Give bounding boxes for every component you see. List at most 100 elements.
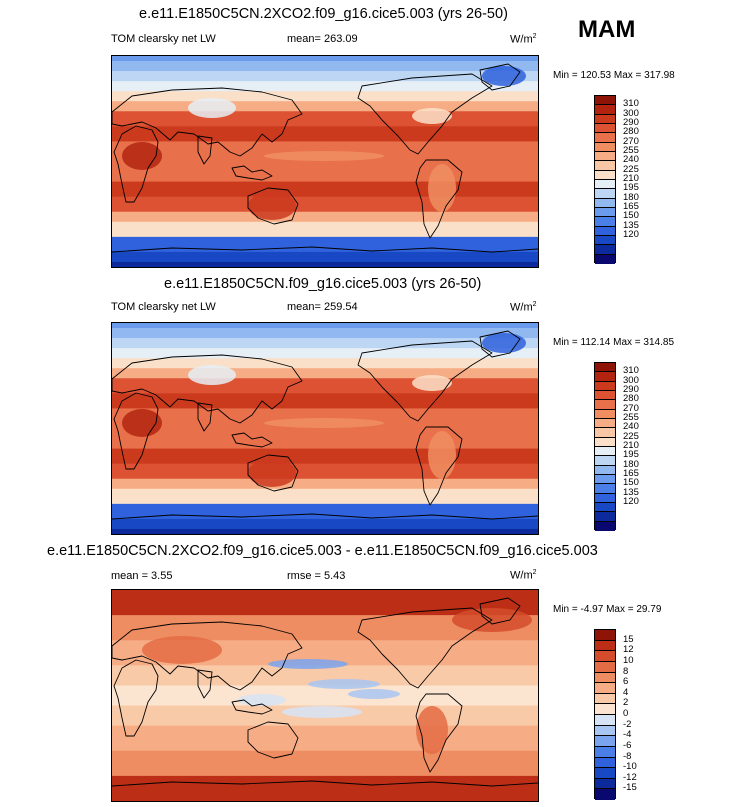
colorbar-swatch <box>595 630 615 641</box>
coastline <box>231 165 273 181</box>
panel3-title: e.e11.E1850C5CN.2XCO2.f09_g16.cice5.003 … <box>47 543 598 559</box>
coastline <box>231 432 273 448</box>
panel1-minmax: Min = 120.53 Max = 317.98 <box>553 70 675 81</box>
colorbar-swatch <box>595 746 615 758</box>
colorbar-swatch <box>595 418 615 429</box>
colorbar-swatch <box>595 133 615 143</box>
field-band <box>112 630 538 636</box>
panel2-map <box>111 322 539 535</box>
colorbar-tick-label: 150 <box>623 477 639 489</box>
colorbar-swatch <box>595 704 615 715</box>
field-band <box>112 328 538 334</box>
panel1-mean-label: mean= 263.09 <box>287 33 358 45</box>
field-feature <box>188 365 236 385</box>
colorbar-swatch <box>595 151 615 162</box>
colorbar-tick-label: 240 <box>623 421 639 433</box>
colorbar-swatch <box>595 672 615 684</box>
field-band <box>112 620 538 626</box>
panel3-map <box>111 589 539 802</box>
field-feature <box>264 418 384 428</box>
colorbar-tick-label: -6 <box>623 739 632 751</box>
field-band <box>112 770 538 777</box>
field-band <box>112 655 538 661</box>
colorbar-swatch <box>595 409 615 419</box>
field-band <box>112 241 538 248</box>
coastline <box>197 402 213 432</box>
field-band <box>112 700 538 707</box>
field-band <box>112 595 538 601</box>
colorbar-swatch <box>595 198 615 208</box>
field-band <box>112 231 538 238</box>
field-band <box>112 348 538 354</box>
field-band <box>112 323 538 329</box>
coastline <box>357 340 493 422</box>
field-band <box>112 383 538 389</box>
colorbar-tick-label: 4 <box>623 686 629 698</box>
colorbar-tick-label: -12 <box>623 771 637 783</box>
field-band <box>112 745 538 752</box>
colorbar-swatch <box>595 512 615 522</box>
coastline <box>415 693 463 773</box>
colorbar-swatch <box>595 105 615 115</box>
panel1-title: e.e11.E1850C5CN.2XCO2.f09_g16.cice5.003 … <box>139 6 508 22</box>
coastline <box>357 607 493 689</box>
field-band <box>112 121 538 127</box>
field-band <box>112 413 538 420</box>
colorbar-swatch <box>595 381 615 391</box>
field-band <box>112 458 538 465</box>
field-band <box>112 675 538 682</box>
field-band <box>112 453 538 460</box>
panel2-minmax: Min = 112.14 Max = 314.85 <box>553 337 675 348</box>
field-band <box>112 71 538 77</box>
field-band <box>112 221 538 228</box>
field-band <box>112 226 538 233</box>
coastline <box>357 73 493 155</box>
field-band <box>112 61 538 67</box>
field-band <box>112 171 538 178</box>
colorbar-tick-label: 8 <box>623 665 629 677</box>
field-band <box>112 408 538 415</box>
panel2-map-field <box>112 323 538 534</box>
colorbar-tick-label: 120 <box>623 229 639 240</box>
field-band <box>112 368 538 374</box>
field-band <box>112 730 538 737</box>
field-band <box>112 468 538 475</box>
field-band <box>112 760 538 767</box>
colorbar-tick-label: 225 <box>623 430 639 442</box>
field-band <box>112 615 538 621</box>
coastline <box>112 354 303 424</box>
field-feature <box>142 636 222 664</box>
colorbar-tick-label: 120 <box>623 496 639 507</box>
field-band <box>112 373 538 379</box>
colorbar-tick-label: 165 <box>623 201 639 212</box>
colorbar-swatch <box>595 661 615 673</box>
field-band <box>112 670 538 677</box>
colorbar-swatch <box>595 390 615 401</box>
colorbar-tick-label: 6 <box>623 676 629 688</box>
colorbar-swatch <box>595 768 615 779</box>
panel2-colorbar <box>594 362 616 531</box>
colorbar-swatch <box>595 715 615 726</box>
colorbar-tick-label: -15 <box>623 782 637 794</box>
field-band <box>112 106 538 112</box>
colorbar-tick-label: 300 <box>623 107 639 119</box>
colorbar-tick-label: 225 <box>623 163 639 175</box>
colorbar-swatch <box>595 226 615 236</box>
field-band <box>112 735 538 742</box>
field-band <box>112 101 538 107</box>
field-band <box>112 76 538 82</box>
colorbar-swatch <box>595 778 615 790</box>
colorbar-swatch <box>595 493 615 503</box>
coastline <box>479 597 521 625</box>
field-band <box>112 176 538 183</box>
colorbar-tick-label: -8 <box>623 750 632 762</box>
field-feature <box>308 679 380 689</box>
colorbar-tick-label: 15 <box>623 633 634 645</box>
panel3-rmse-label: rmse = 5.43 <box>287 570 346 582</box>
field-feature <box>264 151 384 161</box>
field-band <box>112 343 538 349</box>
field-band <box>112 251 538 258</box>
coastline <box>113 125 159 203</box>
coastline <box>112 246 538 253</box>
field-band <box>112 146 538 153</box>
